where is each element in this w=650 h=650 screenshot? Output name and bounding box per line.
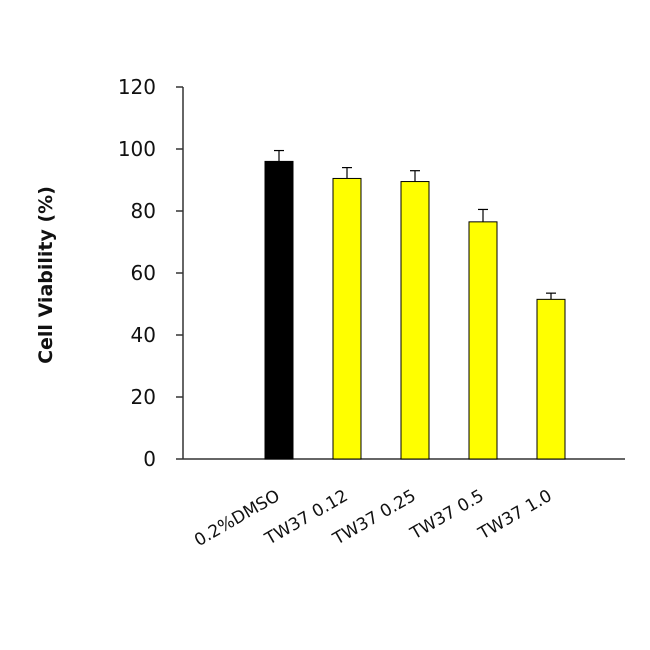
y-tick-label: 120 bbox=[118, 75, 156, 99]
x-category-label: TW37 0.5 bbox=[406, 486, 487, 544]
error-bars bbox=[274, 149, 556, 300]
bar bbox=[536, 298, 566, 460]
x-category-label: TW37 1.0 bbox=[474, 486, 555, 544]
bar bbox=[400, 181, 430, 460]
y-tick-label: 40 bbox=[131, 323, 156, 347]
y-tick-label: 20 bbox=[131, 385, 156, 409]
bars bbox=[264, 160, 566, 460]
y-tick-label: 100 bbox=[118, 137, 156, 161]
y-axis-title: Cell Viability (%) bbox=[35, 186, 57, 364]
y-tick-label: 0 bbox=[143, 447, 156, 471]
bar bbox=[468, 221, 498, 460]
bar bbox=[264, 160, 294, 460]
y-tick-label: 80 bbox=[131, 199, 156, 223]
y-axis: 0 20 40 60 80 100 120 bbox=[118, 75, 184, 471]
y-tick-label: 60 bbox=[131, 261, 156, 285]
bar bbox=[332, 177, 362, 460]
